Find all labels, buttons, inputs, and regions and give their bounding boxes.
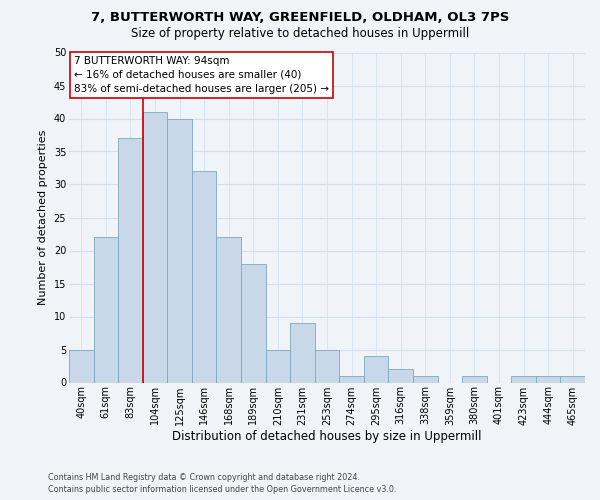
Bar: [118, 138, 143, 382]
Y-axis label: Number of detached properties: Number of detached properties: [38, 130, 48, 305]
Bar: [143, 112, 167, 382]
Bar: [413, 376, 437, 382]
Bar: [266, 350, 290, 382]
Bar: [364, 356, 388, 382]
Text: Contains HM Land Registry data © Crown copyright and database right 2024.
Contai: Contains HM Land Registry data © Crown c…: [48, 473, 397, 494]
Bar: [69, 350, 94, 382]
Text: Size of property relative to detached houses in Uppermill: Size of property relative to detached ho…: [131, 28, 469, 40]
Bar: [94, 238, 118, 382]
Bar: [315, 350, 339, 382]
Bar: [560, 376, 585, 382]
Bar: [536, 376, 560, 382]
Bar: [462, 376, 487, 382]
Bar: [290, 323, 315, 382]
Bar: [167, 118, 192, 382]
X-axis label: Distribution of detached houses by size in Uppermill: Distribution of detached houses by size …: [172, 430, 482, 443]
Text: 7, BUTTERWORTH WAY, GREENFIELD, OLDHAM, OL3 7PS: 7, BUTTERWORTH WAY, GREENFIELD, OLDHAM, …: [91, 11, 509, 24]
Bar: [388, 370, 413, 382]
Bar: [511, 376, 536, 382]
Bar: [192, 172, 217, 382]
Bar: [241, 264, 266, 382]
Bar: [339, 376, 364, 382]
Text: 7 BUTTERWORTH WAY: 94sqm
← 16% of detached houses are smaller (40)
83% of semi-d: 7 BUTTERWORTH WAY: 94sqm ← 16% of detach…: [74, 56, 329, 94]
Bar: [217, 238, 241, 382]
